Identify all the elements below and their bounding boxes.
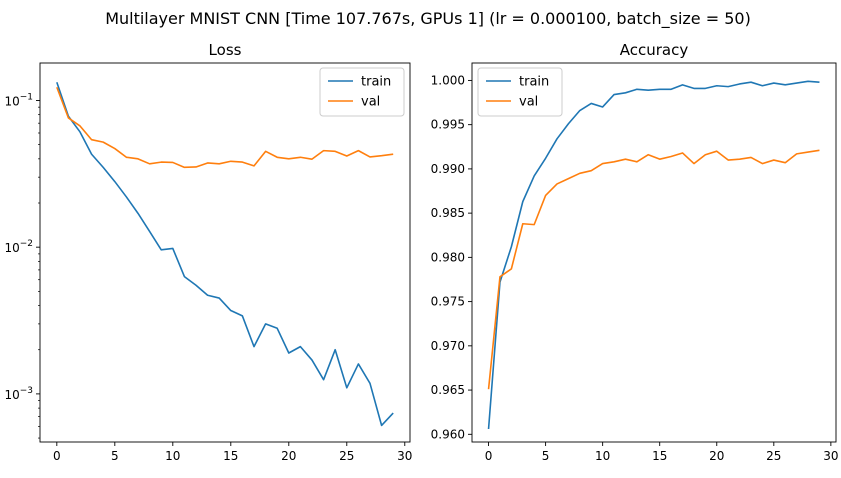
loss-y-tick-label: 10−3 xyxy=(4,386,33,402)
loss-x-tick-label: 10 xyxy=(165,449,180,463)
accuracy-x-tick-label: 20 xyxy=(709,449,724,463)
loss-x-tick-label: 5 xyxy=(111,449,119,463)
loss-legend-label-val: val xyxy=(361,95,380,110)
accuracy-y-tick-label: 0.985 xyxy=(431,206,465,220)
accuracy-axes: Accuracy 0 5 10 15 20 25 30 0.960 0.965 0.970 0.975… xyxy=(431,41,839,463)
loss-series-train-line xyxy=(56,82,394,427)
accuracy-x-tick-label: 15 xyxy=(652,449,667,463)
accuracy-legend: train val xyxy=(477,67,563,117)
loss-y-tick-exp: −3 xyxy=(20,386,33,396)
accuracy-y-tick-label: 1.000 xyxy=(431,73,465,87)
accuracy-x-tick-label: 10 xyxy=(595,449,610,463)
accuracy-y-tick-label: 0.975 xyxy=(431,295,465,309)
accuracy-series-val-line xyxy=(487,149,820,390)
accuracy-y-tick-label: 0.995 xyxy=(431,118,465,132)
accuracy-legend-box xyxy=(477,67,563,117)
accuracy-frame xyxy=(471,62,837,443)
loss-title: Loss xyxy=(209,41,242,59)
accuracy-y-tick-label: 0.965 xyxy=(431,383,465,397)
loss-x-tick-label: 20 xyxy=(281,449,296,463)
loss-y-tick-label: 10−1 xyxy=(4,92,33,108)
accuracy-legend-label-train: train xyxy=(519,75,549,90)
loss-y-tick-base: 10 xyxy=(4,388,19,402)
loss-x-tick-label: 15 xyxy=(223,449,238,463)
accuracy-y-tick-label: 0.990 xyxy=(431,162,465,176)
loss-series-group xyxy=(56,82,394,427)
accuracy-series-group xyxy=(487,80,820,430)
accuracy-title: Accuracy xyxy=(620,41,689,59)
accuracy-y-tick-label: 0.980 xyxy=(431,250,465,264)
accuracy-x-tick-label: 5 xyxy=(542,449,550,463)
loss-legend-label-train: train xyxy=(361,75,391,90)
loss-y-tick-label: 10−2 xyxy=(4,239,33,255)
loss-series-val-line xyxy=(56,86,394,169)
loss-x-tick-label: 0 xyxy=(53,449,61,463)
accuracy-x-tick-label: 0 xyxy=(485,449,493,463)
figure-suptitle: Multilayer MNIST CNN [Time 107.767s, GPU… xyxy=(105,9,751,29)
accuracy-x-tick-label: 30 xyxy=(823,449,838,463)
loss-y-tick-exp: −2 xyxy=(20,239,33,249)
loss-legend: train val xyxy=(319,67,405,117)
loss-y-tick-base: 10 xyxy=(4,241,19,255)
accuracy-y-tick-label: 0.960 xyxy=(431,427,465,441)
accuracy-y-tick-label: 0.970 xyxy=(431,339,465,353)
accuracy-x-tick-label: 25 xyxy=(766,449,781,463)
loss-x-tick-label: 30 xyxy=(397,449,412,463)
loss-y-tick-exp: −1 xyxy=(20,92,33,102)
loss-x-tick-label: 25 xyxy=(339,449,354,463)
accuracy-series-train-line xyxy=(487,80,820,430)
loss-y-tick-base: 10 xyxy=(4,94,19,108)
loss-frame xyxy=(39,62,411,443)
accuracy-legend-label-val: val xyxy=(519,95,538,110)
loss-legend-box xyxy=(319,67,405,117)
